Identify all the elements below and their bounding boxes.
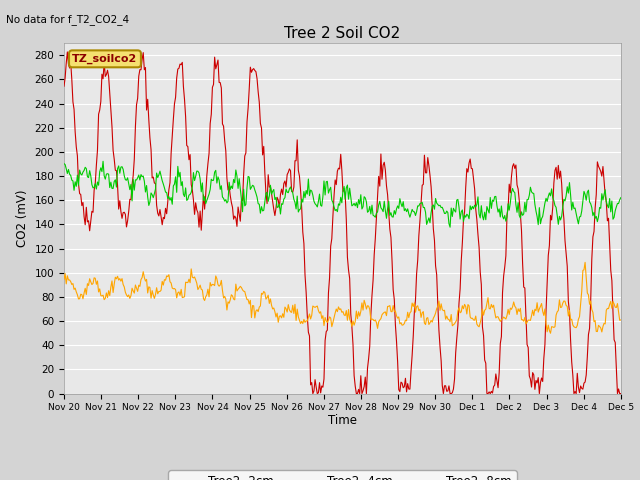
Title: Tree 2 Soil CO2: Tree 2 Soil CO2 (284, 25, 401, 41)
Legend: Tree2 -2cm, Tree2 -4cm, Tree2 -8cm: Tree2 -2cm, Tree2 -4cm, Tree2 -8cm (168, 470, 516, 480)
Y-axis label: CO2 (mV): CO2 (mV) (16, 190, 29, 247)
Text: TZ_soilco2: TZ_soilco2 (72, 54, 138, 64)
Text: No data for f_T2_CO2_4: No data for f_T2_CO2_4 (6, 14, 129, 25)
X-axis label: Time: Time (328, 414, 357, 427)
